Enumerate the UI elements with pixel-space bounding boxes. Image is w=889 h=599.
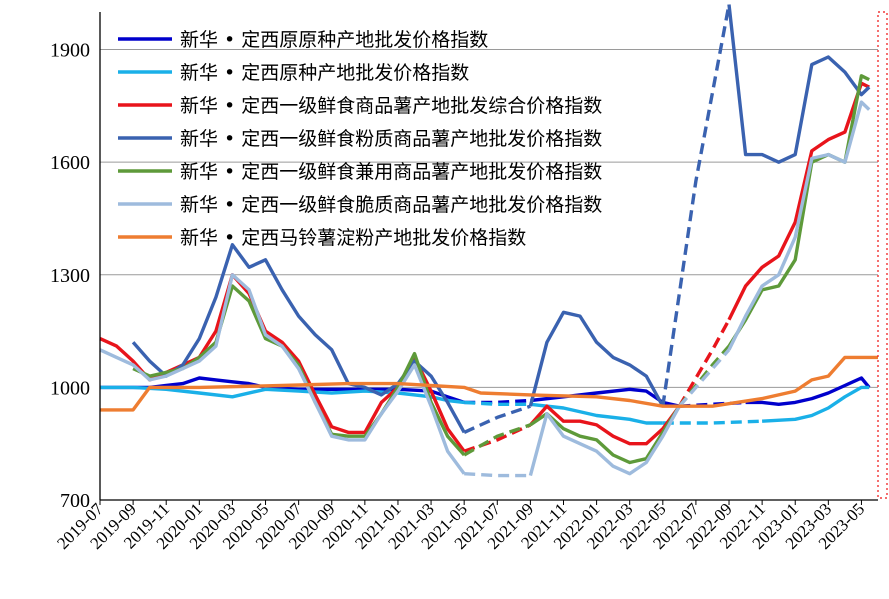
series-line-4: [727, 4, 871, 164]
series-line-4: [528, 310, 665, 408]
series-line-4-dashed: [661, 4, 731, 407]
dotted-selection-frame: [877, 11, 888, 499]
series-line-3: [727, 81, 870, 321]
series-line-6: [727, 100, 871, 351]
y-tick-labels: 700 1000 1300 1600 1900: [50, 40, 90, 512]
series-line-5: [529, 405, 681, 465]
series-line-5-dashed: [463, 423, 531, 457]
axes: [99, 12, 878, 505]
series-lines: [99, 4, 878, 478]
legend-label: 新华 • 定西马铃薯淀粉产地批发价格指数: [180, 227, 526, 249]
series-line-2-dashed: [662, 419, 763, 425]
series-line-4: [131, 242, 466, 434]
legend-label: 新华 • 定西一级鲜食商品薯产地批发综合价格指数: [180, 95, 602, 117]
y-tick-label: 700: [60, 490, 90, 512]
series-line-2: [100, 385, 465, 405]
series-line-7: [100, 355, 878, 412]
series-line-1: [745, 376, 871, 406]
series-line-4-dashed: [463, 404, 531, 434]
y-tick-label: 1300: [50, 265, 90, 287]
series-line-1-dashed: [464, 398, 531, 405]
legend-label: 新华 • 定西一级鲜食脆质商品薯产地批发价格指数: [180, 194, 602, 216]
y-tick-label: 1000: [50, 377, 90, 399]
series-line-2: [530, 402, 663, 425]
gridlines: [100, 49, 878, 388]
series-line-3: [529, 404, 681, 446]
series-line-6-dashed: [464, 472, 531, 478]
series-line-3-dashed: [677, 318, 731, 408]
legend-label: 新华 • 定西一级鲜食粉质商品薯产地批发价格指数: [180, 128, 602, 150]
y-tick-label: 1600: [50, 152, 90, 174]
legend-label: 新华 • 定西原原种产地批发价格指数: [180, 29, 488, 51]
legend-label: 新华 • 定西一级鲜食兼用商品薯产地批发价格指数: [180, 161, 602, 183]
series-line-2-dashed: [464, 400, 531, 406]
series-line-6: [528, 405, 681, 477]
series-line-6-dashed: [678, 348, 731, 408]
x-tick-labels: 2019-072019-092019-112020-012020-032020-…: [53, 499, 868, 553]
series-line-5: [727, 74, 870, 348]
legend-label: 新华 • 定西原种产地批发价格指数: [180, 62, 469, 84]
series-line-2: [762, 385, 870, 423]
y-tick-label: 1900: [50, 40, 90, 62]
